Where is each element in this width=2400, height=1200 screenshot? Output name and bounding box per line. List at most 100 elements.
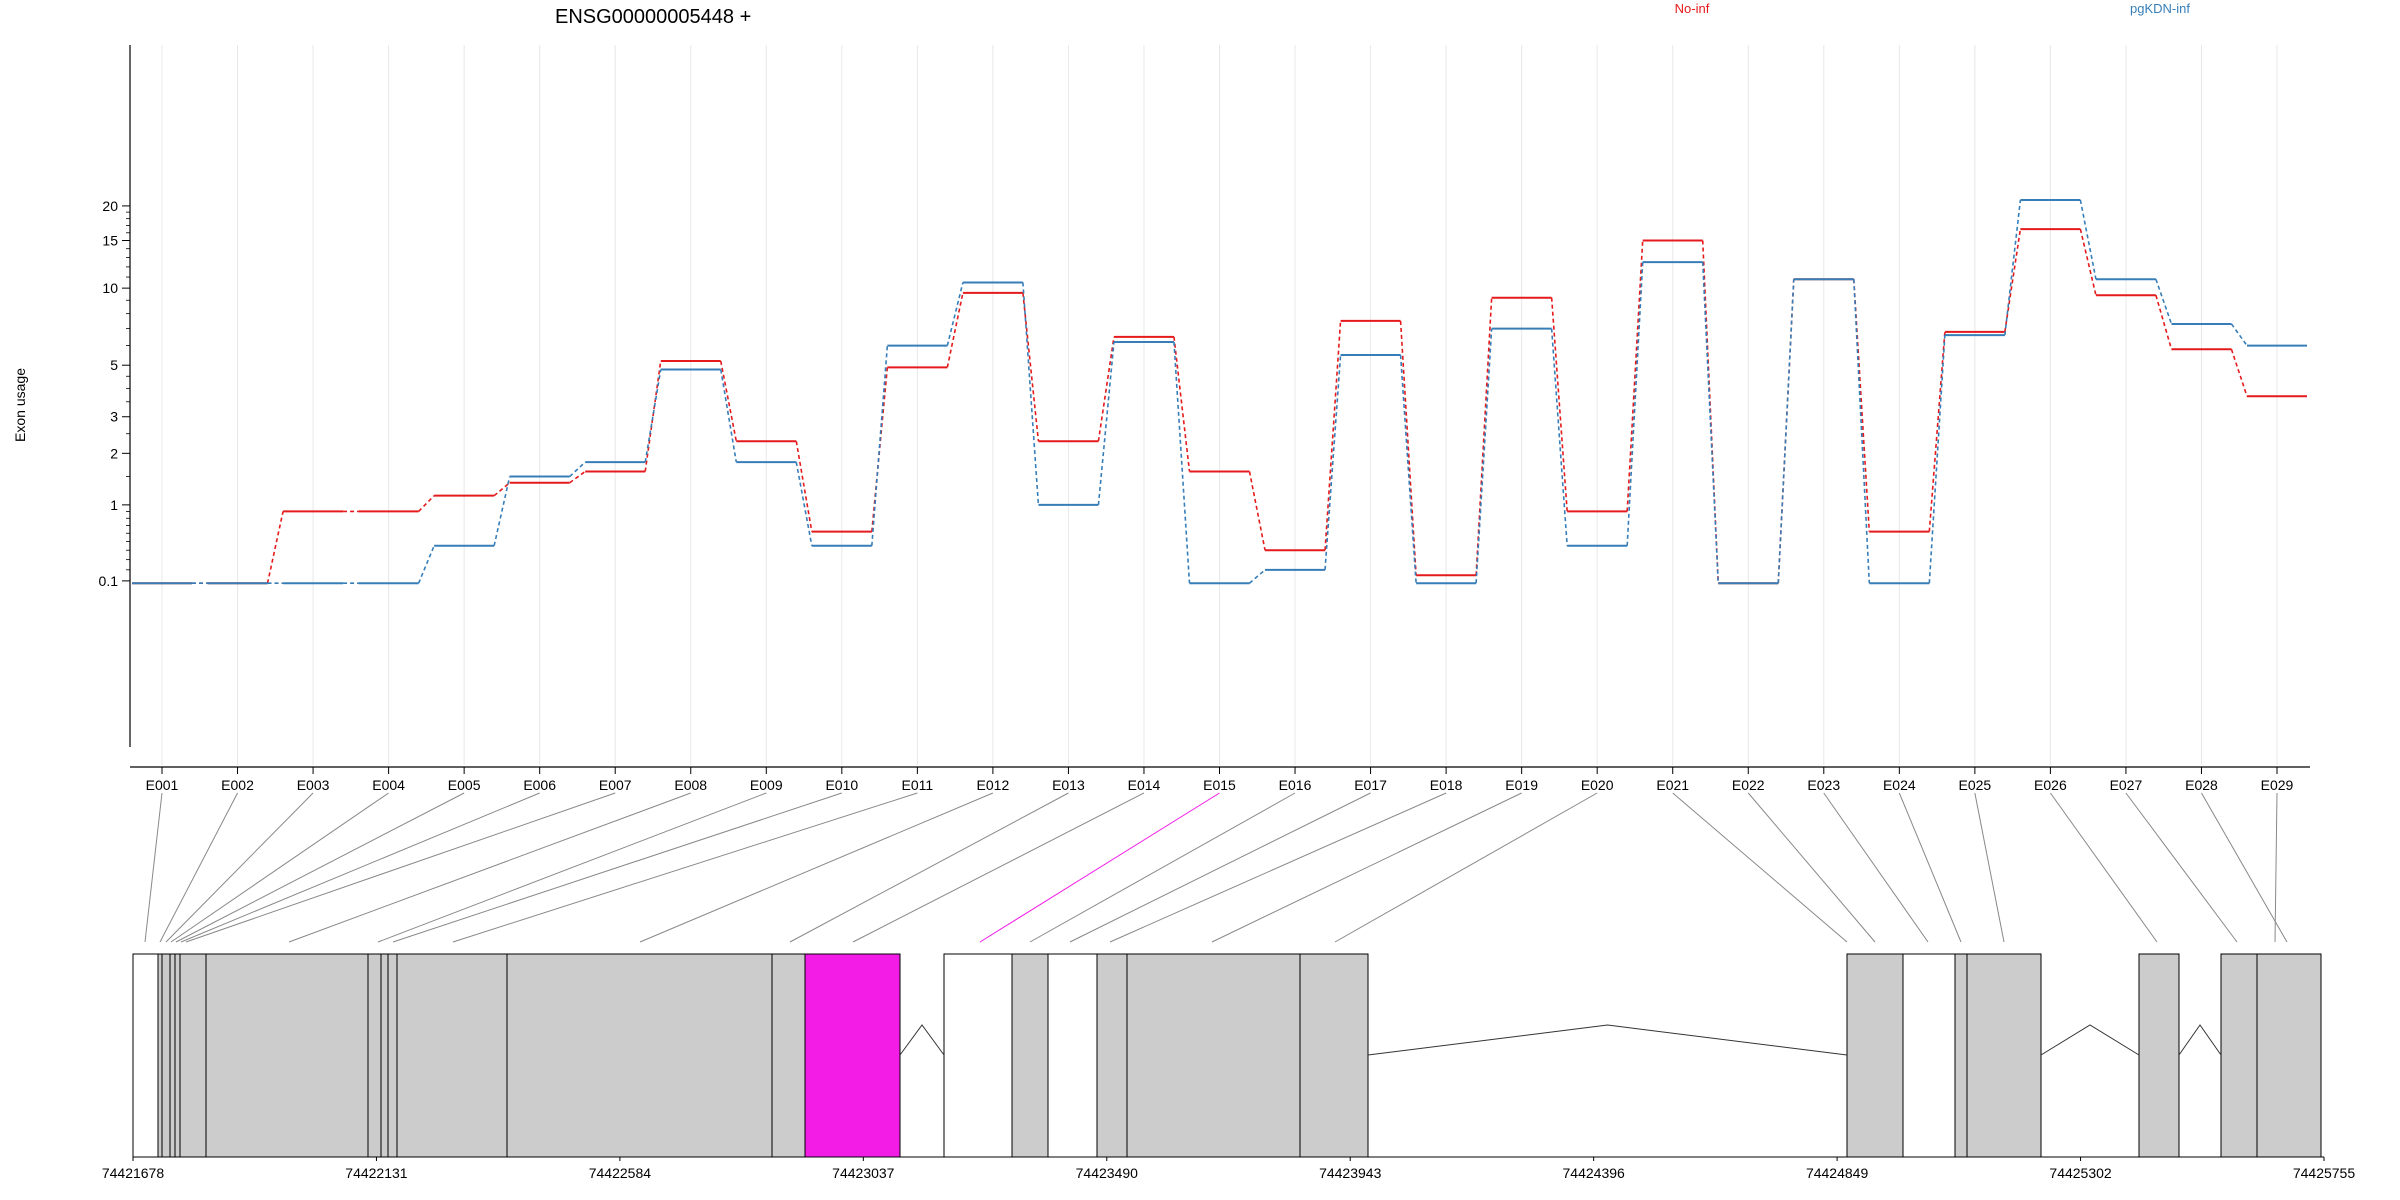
x-tick-label: E018 <box>1430 777 1463 793</box>
y-axis: 0.1 1 2 3 5 10 15 20 <box>99 45 131 747</box>
exon-block <box>1954 953 1968 1158</box>
data-connector <box>1248 569 1266 584</box>
data-connector <box>569 470 586 484</box>
data-connector <box>946 282 964 346</box>
data-connector <box>1928 335 1946 584</box>
x-tick-label: E024 <box>1883 777 1916 793</box>
x-tick-label: E005 <box>448 777 481 793</box>
data-connector <box>1928 331 1946 532</box>
x-tick-label: E008 <box>674 777 707 793</box>
y-tick-label: 20 <box>102 198 118 214</box>
data-connector <box>417 545 435 584</box>
data-connector <box>2004 228 2022 332</box>
coordinate-label: 74423037 <box>832 1165 895 1181</box>
exon-connector-line <box>639 792 994 943</box>
data-connector <box>644 369 662 463</box>
x-tick-label: E012 <box>977 777 1010 793</box>
x-tick-label: E009 <box>750 777 783 793</box>
x-tick-label: E022 <box>1732 777 1765 793</box>
exon-block <box>1047 953 1098 1158</box>
exon-block <box>179 953 207 1158</box>
x-tick-label: E026 <box>2034 777 2067 793</box>
exon-block <box>771 953 806 1158</box>
exon-connector-line <box>1823 792 1929 943</box>
exon-connector-line <box>377 792 767 943</box>
exon-connector-line <box>1898 792 1962 943</box>
data-connector <box>2155 278 2173 325</box>
data-connector <box>266 511 284 584</box>
data-connector <box>2155 295 2173 350</box>
exon-connector-line <box>180 792 540 943</box>
coordinate-label: 74422131 <box>345 1165 408 1181</box>
y-tick-label: 5 <box>110 357 118 373</box>
x-tick-label: E021 <box>1656 777 1689 793</box>
y-tick-label: 10 <box>102 280 118 296</box>
exon-connector-line <box>144 792 163 943</box>
data-connector <box>795 461 813 546</box>
data-connector <box>1324 354 1342 570</box>
data-connector <box>795 441 813 532</box>
x-tick-label: E015 <box>1203 777 1236 793</box>
data-connector <box>1173 341 1191 584</box>
data-connector <box>1097 341 1115 505</box>
data-connector <box>1324 320 1342 551</box>
data-connector <box>1475 297 1493 576</box>
data-connector <box>2079 228 2097 296</box>
exon-connector-line <box>1672 792 1848 943</box>
exon-connector-line <box>1029 792 1296 943</box>
data-connector <box>1173 336 1191 472</box>
x-tick-label: E027 <box>2110 777 2143 793</box>
coordinate-label: 74423943 <box>1319 1165 1382 1181</box>
data-connector <box>1022 282 1040 505</box>
data-connector <box>1399 354 1417 584</box>
x-tick-label: E006 <box>523 777 556 793</box>
exon-connector-line <box>185 792 616 943</box>
y-tick-label: 15 <box>102 232 118 248</box>
data-connector <box>1097 336 1115 442</box>
chart-title: ENSG00000005448 + <box>555 6 751 28</box>
x-tick-label: E023 <box>1807 777 1840 793</box>
data-connector <box>2230 349 2248 397</box>
x-tick-label: E025 <box>1959 777 1992 793</box>
data-connector <box>1777 279 1795 584</box>
data-connector <box>569 461 586 478</box>
x-tick-label: E014 <box>1128 777 1161 793</box>
exon-connector-line <box>1069 792 1371 943</box>
data-connector <box>719 360 738 442</box>
exon-connector-line <box>1211 792 1522 943</box>
x-tick-label: E001 <box>146 777 179 793</box>
data-connector <box>1475 328 1493 584</box>
legend-no-inf: No-inf <box>1675 1 1710 16</box>
data-connector <box>1399 320 1417 576</box>
exon-connector-line <box>175 792 465 943</box>
y-tick-label: 2 <box>110 445 118 461</box>
exon-block <box>2256 953 2322 1158</box>
exon-connector-line <box>2049 792 2158 943</box>
exon-connector-line <box>1974 792 2005 943</box>
y-tick-label: 0.1 <box>99 573 119 589</box>
exon-connectors <box>144 792 2288 943</box>
exon-block <box>2220 953 2258 1158</box>
data-connector <box>946 292 964 368</box>
exon-connector-line <box>159 792 238 943</box>
legend-pgkdn-inf: pgKDN-inf <box>2130 1 2190 16</box>
exon-connector-line <box>1109 792 1447 943</box>
exon-block <box>1846 953 1904 1158</box>
intron-line <box>2178 1024 2222 1056</box>
x-tick-label: E019 <box>1505 777 1538 793</box>
data-connector <box>2004 199 2022 336</box>
y-tick-label: 1 <box>110 497 118 513</box>
grid-lines <box>161 45 2278 765</box>
x-tick-label: E016 <box>1279 777 1312 793</box>
exon-block <box>396 953 508 1158</box>
data-connector <box>1022 292 1040 442</box>
exon-block <box>174 953 181 1158</box>
series-pgkdn-inf <box>132 199 2307 585</box>
exon-block <box>157 953 163 1158</box>
exon-block <box>169 953 176 1158</box>
exon-block <box>367 953 382 1158</box>
exon-block <box>387 953 398 1158</box>
exon-block <box>380 953 389 1158</box>
coordinate-label: 74422584 <box>589 1165 652 1181</box>
